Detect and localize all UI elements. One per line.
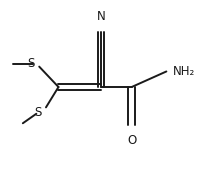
Text: NH₂: NH₂ (173, 65, 195, 78)
Text: S: S (35, 105, 42, 118)
Text: O: O (127, 134, 136, 147)
Text: N: N (96, 10, 105, 23)
Text: S: S (27, 57, 34, 70)
